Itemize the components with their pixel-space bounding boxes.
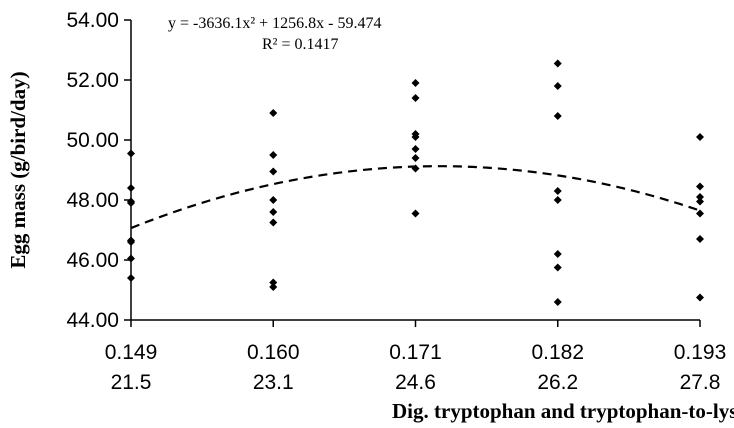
y-axis <box>124 19 132 321</box>
data-point <box>269 109 278 117</box>
x-tick-label: 0.171 <box>389 341 442 364</box>
data-point <box>411 164 420 173</box>
x-tick-label: 0.149 <box>105 341 158 364</box>
x-axis-title: Dig. tryptophan and tryptophan-to-lysine… <box>392 399 734 423</box>
r2-annotation: R² = 0.1417 <box>262 36 339 53</box>
data-point <box>411 133 420 141</box>
data-point <box>269 167 278 176</box>
y-tick-label: 52.00 <box>66 69 119 92</box>
data-point <box>696 197 704 206</box>
data-point <box>411 154 420 162</box>
tick-labels: 44.00 46.00 48.00 50.00 52.00 54.00 0.149 21.5 0… <box>66 9 726 394</box>
x-tick-label-secondary: 23.1 <box>253 371 294 394</box>
data-point <box>553 59 562 68</box>
data-point <box>269 196 278 204</box>
data-point <box>696 209 704 218</box>
data-point <box>269 208 278 216</box>
data-points <box>127 59 704 306</box>
data-point <box>127 149 135 158</box>
x-tick-label: 0.182 <box>531 341 584 364</box>
trendline-group <box>130 165 701 230</box>
data-point <box>553 187 562 195</box>
data-point <box>696 193 704 201</box>
y-tick-label: 54.00 <box>66 9 119 32</box>
data-point <box>696 133 704 141</box>
data-point <box>553 82 562 90</box>
data-point <box>411 209 420 218</box>
data-point <box>411 94 420 102</box>
data-point <box>553 196 562 204</box>
x-tick-label-secondary: 21.5 <box>111 371 152 394</box>
data-point <box>553 298 562 306</box>
data-point <box>269 218 278 227</box>
trendline <box>130 165 701 230</box>
x-tick-label: 0.193 <box>674 341 727 364</box>
x-axis <box>130 319 701 327</box>
data-point <box>127 184 135 192</box>
data-point <box>553 112 562 120</box>
data-point <box>269 283 278 291</box>
y-axis-title: Egg mass (g/bird/day) <box>6 71 30 268</box>
y-tick-label: 46.00 <box>66 249 119 272</box>
data-point <box>269 151 278 159</box>
data-point <box>696 235 704 243</box>
x-tick-label-secondary: 27.8 <box>680 371 721 394</box>
y-tick-label: 50.00 <box>66 129 119 152</box>
data-point <box>127 274 135 282</box>
equation-annotation: y = -3636.1x² + 1256.8x - 59.474 <box>168 15 382 32</box>
data-point <box>553 250 562 258</box>
data-point <box>696 182 704 191</box>
data-point <box>411 145 420 153</box>
y-tick-label: 44.00 <box>66 309 119 332</box>
data-point <box>696 293 704 302</box>
data-point <box>553 263 562 272</box>
data-point <box>411 79 420 87</box>
data-point <box>127 199 135 207</box>
data-point <box>127 254 135 263</box>
x-tick-label-secondary: 24.6 <box>395 371 436 394</box>
data-point <box>127 238 135 246</box>
y-tick-label: 48.00 <box>66 189 119 212</box>
x-tick-label-secondary: 26.2 <box>537 371 578 394</box>
x-tick-label: 0.160 <box>247 341 300 364</box>
data-point <box>269 278 278 287</box>
